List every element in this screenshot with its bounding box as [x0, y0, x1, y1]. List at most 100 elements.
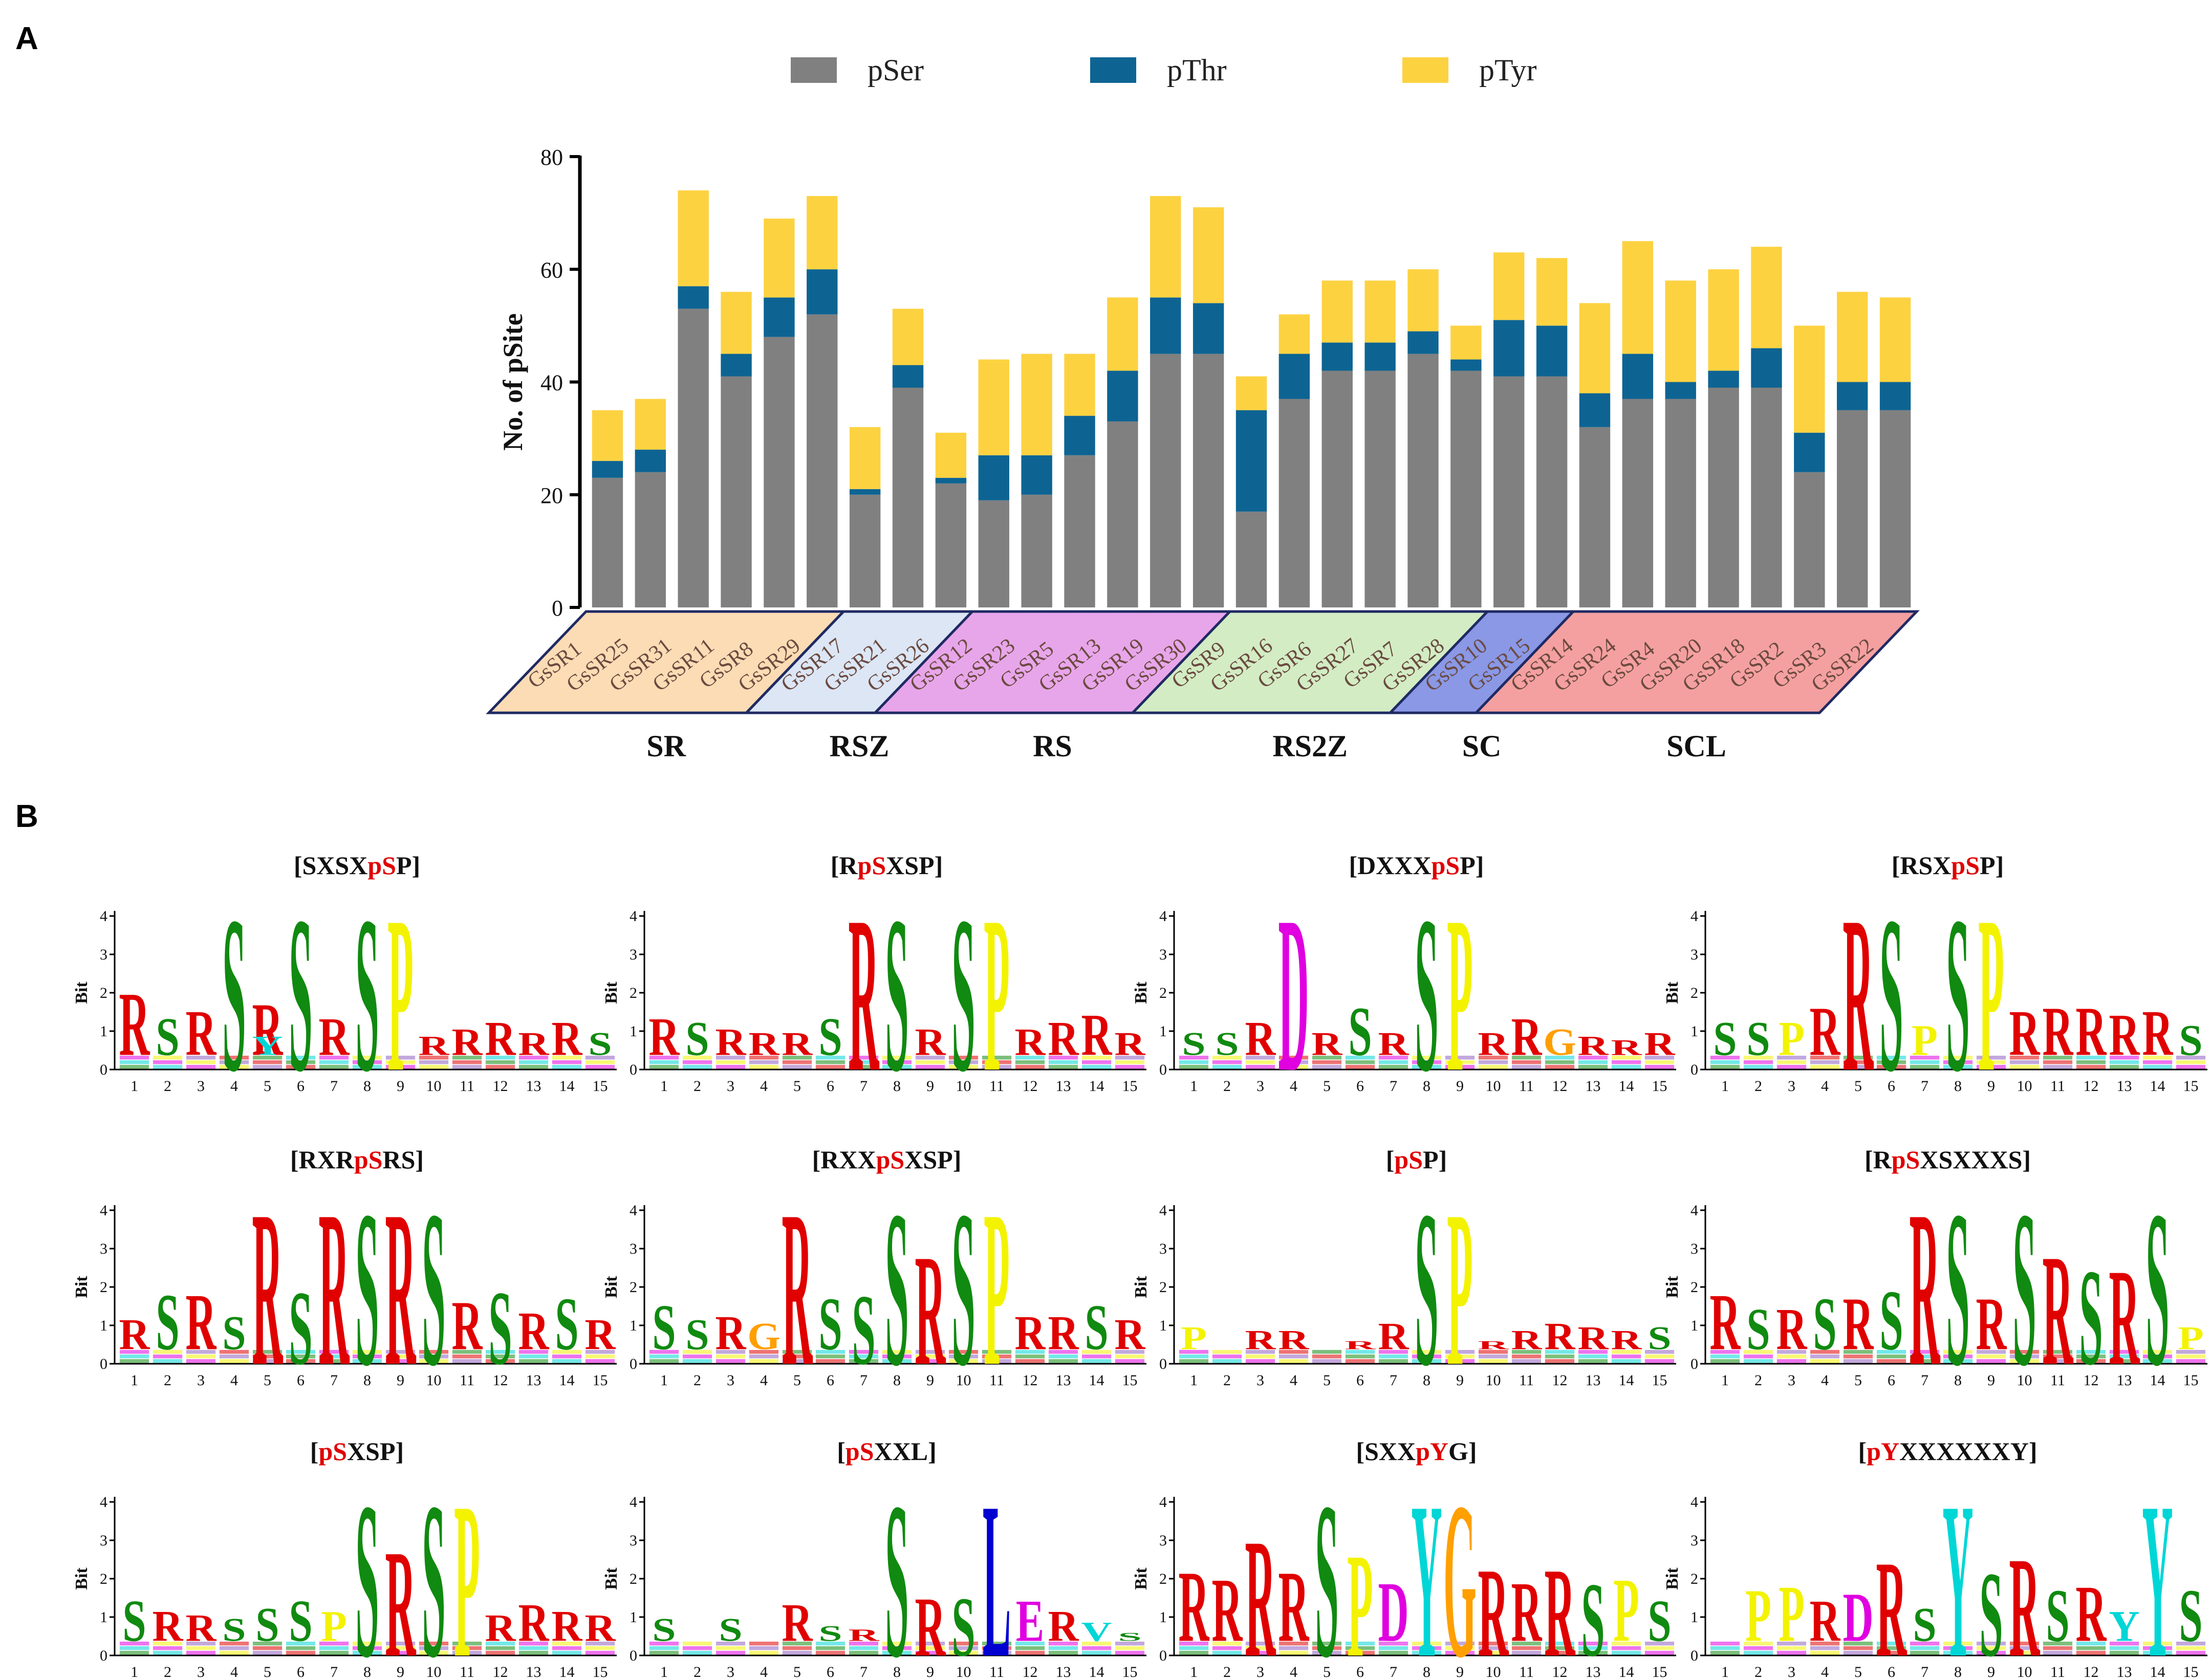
logo-minor-residue: [485, 1646, 515, 1650]
logo-letter-fg-G-pos9: G: [1443, 1456, 1477, 1677]
logo-x-tick-label: 6: [1356, 1372, 1364, 1389]
logo-minor-residue: [982, 1359, 1012, 1363]
logo-letter-bg-R-pos5: R: [1843, 1282, 1874, 1366]
logo-y-tick-label: 4: [630, 1494, 637, 1511]
logo-x-tick-label: 3: [727, 1372, 734, 1389]
logo-minor-residue: [1278, 1646, 1309, 1650]
logo-minor-residue: [1081, 1646, 1112, 1650]
logo-letter-bg-R-pos13: R: [1048, 1602, 1079, 1650]
logo-title-1: [SXSXpSP]: [294, 851, 420, 880]
logo-minor-residue: [915, 1646, 945, 1650]
logo-letter-bg-S-pos2: S: [685, 1012, 709, 1066]
logo-minor-residue: [749, 1359, 779, 1363]
logo-letter-fg-S-pos8: S: [1415, 1165, 1438, 1413]
logo-y-tick-label: 0: [630, 1647, 637, 1664]
logo-minor-residue: [153, 1642, 183, 1646]
logo-x-tick-label: 5: [1854, 1372, 1862, 1389]
logo-letter-fg-R-pos13: R: [2109, 1241, 2140, 1394]
logo-minor-residue: [2109, 1646, 2139, 1650]
logo-x-tick-label: 4: [760, 1664, 768, 1677]
logo-minor-residue: [552, 1355, 582, 1359]
logo-letter-bg-S-pos6: S: [289, 1588, 312, 1654]
logo-minor-residue: [1710, 1355, 1740, 1359]
logo-minor-residue: [849, 1651, 879, 1655]
logo-minor-residue: [982, 1065, 1012, 1069]
bar-pSer-GsSR8: [764, 337, 795, 607]
logo-minor-residue: [1081, 1651, 1112, 1655]
logo-x-tick-label: 10: [2017, 1372, 2032, 1389]
logo-minor-residue: [849, 1065, 879, 1069]
logo-minor-residue: [1776, 1060, 1807, 1064]
logo-title-part: pS: [876, 1145, 905, 1174]
bar-pSer-GsSR6: [1321, 370, 1353, 607]
logo-x-tick-label: 7: [330, 1372, 338, 1389]
logo-minor-residue: [849, 1355, 879, 1359]
logo-minor-residue: [385, 1355, 416, 1359]
logo-minor-residue: [1478, 1359, 1508, 1363]
logo-minor-residue: [385, 1646, 416, 1650]
logo-minor-residue: [1578, 1359, 1608, 1363]
bar-pThr-GsSR21: [892, 365, 924, 388]
logo-minor-residue: [815, 1056, 846, 1060]
group-label-RS2Z: RS2Z: [1272, 729, 1348, 763]
logo-minor-residue: [1644, 1060, 1675, 1064]
logo-letter-fg-S-pos8: S: [1415, 870, 1438, 1119]
logo-minor-residue: [2142, 1359, 2173, 1363]
logo-y-tick-label: 1: [630, 1023, 637, 1040]
bar-pSer-GsSR12: [978, 500, 1009, 607]
logo-minor-residue: [1976, 1065, 2006, 1069]
panel-b: B [SXSXpSP] 0 1 2 3 4 Bit 1 2 3 4 5 6 7 8 9 10 11 12 13 14 15…: [0, 798, 2211, 1680]
logo-minor-residue: [1943, 1065, 1973, 1069]
logo-y-tick-label: 0: [630, 1061, 637, 1078]
logo-x-tick-label: 1: [1190, 1372, 1198, 1389]
logo-y-tick-label: 0: [630, 1356, 637, 1372]
logo-x-tick-label: 6: [1356, 1664, 1364, 1677]
logo-minor-residue: [186, 1056, 216, 1060]
logo-minor-residue: [1312, 1056, 1342, 1060]
group-band-SCL: [1473, 610, 1920, 714]
logo-y-tick-label: 3: [630, 1532, 637, 1549]
logo-letter-bg-S-pos15: S: [2179, 1574, 2202, 1657]
logo-minor-residue: [1611, 1651, 1641, 1655]
logo-minor-residue: [286, 1646, 316, 1650]
bar-pTyr-GsSR16: [1278, 314, 1310, 354]
logo-minor-residue: [1278, 1642, 1309, 1646]
logo-minor-residue: [1545, 1651, 1575, 1655]
logo-minor-residue: [2142, 1646, 2173, 1650]
logo-y-tick-label: 2: [100, 985, 107, 1001]
logo-minor-residue: [186, 1642, 216, 1646]
logo-x-tick-label: 11: [460, 1372, 474, 1389]
logo-minor-residue: [219, 1646, 249, 1650]
bar-pTyr-GsSR21: [892, 309, 924, 365]
logo-minor-residue: [815, 1642, 846, 1646]
logo-minor-residue: [552, 1065, 582, 1069]
logo-minor-residue: [186, 1350, 216, 1354]
logo-minor-residue: [1015, 1060, 1045, 1064]
logo-minor-residue: [948, 1359, 979, 1363]
logo-minor-residue: [1511, 1060, 1542, 1064]
logo-minor-residue: [1081, 1060, 1112, 1064]
logo-minor-residue: [948, 1646, 979, 1650]
logo-minor-residue: [1245, 1651, 1275, 1655]
bar-pTyr-GsSR7: [1407, 269, 1439, 332]
logo-letter-bg-R-pos15: R: [585, 1607, 616, 1649]
logo-minor-residue: [1976, 1359, 2006, 1363]
logo-minor-residue: [1810, 1060, 1840, 1064]
logo-minor-residue: [153, 1056, 183, 1060]
logo-minor-residue: [319, 1060, 349, 1064]
logo-x-tick-label: 2: [1754, 1664, 1762, 1677]
logo-letter-bg-R-pos10: R: [419, 1031, 450, 1061]
y-axis-label: No. of pSite: [497, 313, 528, 451]
logo-minor-residue: [682, 1646, 712, 1650]
logo-minor-residue: [1081, 1359, 1112, 1363]
logo-minor-residue: [2076, 1646, 2106, 1650]
logo-minor-residue: [2076, 1060, 2106, 1064]
logo-letter-bg-R-pos1: R: [119, 974, 150, 1076]
logo-x-tick-label: 5: [793, 1078, 801, 1095]
logo-minor-residue: [1876, 1065, 1906, 1069]
logo-minor-residue: [915, 1359, 945, 1363]
logo-minor-residue: [1179, 1355, 1209, 1359]
logo-letter-bg-R-pos1: R: [1710, 1277, 1741, 1367]
logo-y-tick-label: 3: [630, 1240, 637, 1257]
logo-minor-residue: [252, 1359, 283, 1363]
